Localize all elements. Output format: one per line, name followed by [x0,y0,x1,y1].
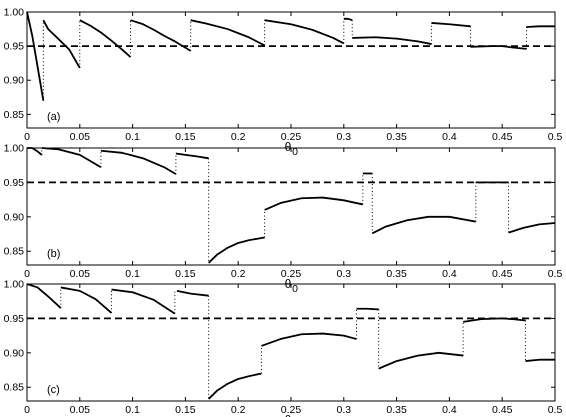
series-segment [470,45,527,50]
x-tick-label: 0.3 [336,131,351,143]
x-tick-label: 0.35 [386,131,407,143]
series-segment [175,152,209,160]
y-tick-label: 0.95 [4,177,25,189]
y-tick-label: 1.00 [4,143,25,155]
x-tick-label: 0.4 [442,268,457,280]
x-tick-label: 0 [24,404,30,416]
x-tick-label: 0.45 [492,131,513,143]
chart-panel: 0 0.05 0.1 0.15 0.2 0.25 0.3 0.35 0.4 0.45 0.5 0.85… [4,7,563,159]
series-segment [208,236,265,264]
x-tick-label: 0.15 [175,131,196,143]
x-tick-label: 0.15 [175,404,196,416]
y-tick-label: 0.85 [4,382,25,394]
series-segment [525,358,555,362]
series-segment [264,196,364,211]
series-segment [508,222,556,234]
panel-label: (a) [47,111,60,123]
x-tick-label: 0.5 [548,131,563,143]
x-tick-label: 0.15 [175,268,196,280]
axes-frame [26,283,556,402]
series-segment [431,22,471,28]
panel-label: (b) [47,248,60,260]
series-segment [176,289,209,297]
x-tick-label: 0.45 [492,404,513,416]
series-segment [261,332,357,347]
y-tick-label: 0.90 [4,211,25,223]
x-tick-label: 0.5 [548,268,563,280]
x-tick-label: 0.05 [70,404,91,416]
x-tick-label: 0 [24,268,30,280]
x-axis-label-subscript: 0 [292,146,298,158]
x-axis-label: θ [285,413,292,417]
x-tick-label: 0.45 [492,268,513,280]
y-tick-label: 0.95 [4,313,25,325]
series-segment [41,147,102,169]
series-segment [356,307,379,311]
series-segment [27,147,43,156]
y-tick-label: 1.00 [4,7,25,19]
series-segment [264,19,345,45]
x-tick-label: 0.25 [281,131,302,143]
x-tick-label: 0.1 [125,131,140,143]
series-segment [60,286,113,314]
x-tick-label: 0.35 [386,404,407,416]
series-segment [111,288,176,315]
y-tick-label: 0.85 [4,246,25,258]
x-tick-label: 0 [24,131,30,143]
x-tick-label: 0.4 [442,404,457,416]
series-segment [130,19,192,52]
series-segment [26,283,62,309]
x-tick-label: 0.25 [281,268,302,280]
series-segment [190,19,266,47]
x-tick-label: 0.1 [125,404,140,416]
x-tick-label: 0.05 [70,268,91,280]
x-tick-label: 0.3 [336,404,351,416]
axes-frame [26,11,556,129]
y-tick-label: 1.00 [4,279,25,291]
x-tick-label: 0.5 [548,404,563,416]
chart-panel: 0 0.05 0.1 0.15 0.2 0.25 0.3 0.35 0.4 0.45 0.5 0.85… [4,143,563,296]
x-tick-label: 0.05 [70,131,91,143]
y-tick-label: 0.90 [4,75,25,87]
y-tick-label: 0.90 [4,347,25,359]
y-tick-label: 0.95 [4,41,25,53]
y-tick-label: 0.85 [4,109,25,121]
x-tick-label: 0.2 [231,268,246,280]
chart-panel: 0 0.05 0.1 0.15 0.2 0.25 0.3 0.35 0.4 0.45 0.5 0.85… [4,279,563,417]
x-tick-label: 0.3 [336,268,351,280]
x-tick-label: 0.25 [281,404,302,416]
x-tick-label: 0.1 [125,268,140,280]
x-tick-label: 0.2 [231,131,246,143]
series-segment [100,149,177,175]
x-axis-label-subscript: 0 [292,283,298,295]
x-tick-label: 0.35 [386,268,407,280]
x-tick-label: 0.4 [442,131,457,143]
axes-frame [26,147,556,266]
series-segment [26,11,45,101]
panel-label: (c) [47,384,60,396]
series-segment [79,19,132,58]
series-segment [526,25,555,28]
x-tick-label: 0.2 [231,404,246,416]
series-segment [378,351,464,370]
series-segment [371,215,476,235]
series-segment [42,19,81,69]
x-axis-label: θ [285,140,292,154]
series-segment [352,36,432,45]
series-segment [343,17,353,22]
series-segment [462,317,526,323]
series-segment [208,372,262,400]
